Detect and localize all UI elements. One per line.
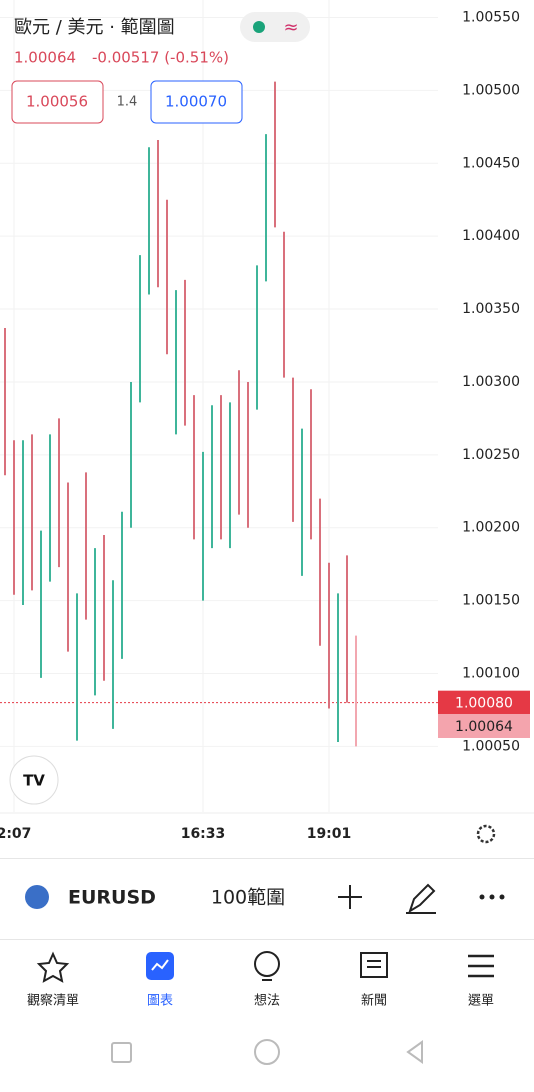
y-tick-label: 1.00350 xyxy=(462,301,520,317)
y-tick-label: 1.00400 xyxy=(462,228,520,244)
nav-label[interactable]: 觀察清單 xyxy=(27,994,79,1009)
chart-icon xyxy=(151,959,169,971)
chart: 1.00550 1.00500 1.00450 1.00400 1.00350 1.003… xyxy=(0,0,534,844)
price-change: -0.00517 (-0.51%) xyxy=(92,49,229,67)
wave-icon: ≈ xyxy=(283,17,298,38)
sell-button[interactable] xyxy=(11,80,104,124)
price-label-box xyxy=(438,713,530,738)
add-icon[interactable] xyxy=(338,885,362,909)
price-label: 1.00080 xyxy=(455,696,513,712)
price-label: 1.00064 xyxy=(455,719,513,735)
settings-icon[interactable] xyxy=(476,824,496,844)
system-graphics xyxy=(111,1039,423,1065)
status-pill[interactable] xyxy=(240,12,310,42)
news-icon xyxy=(360,952,388,978)
draw-icon[interactable] xyxy=(406,883,436,914)
home-button[interactable] xyxy=(254,1039,280,1065)
nav-graphics: 觀察清單 圖表 想法 新聞 選單 xyxy=(27,951,494,1009)
spread: 1.4 xyxy=(117,95,138,110)
y-tick-label: 1.00150 xyxy=(462,593,520,609)
flag-icon xyxy=(25,885,49,909)
toolbar-graphics: EURUSD 100範圍 xyxy=(25,883,505,914)
nav-label[interactable]: 圖表 xyxy=(147,994,173,1009)
y-tick-label: 1.00450 xyxy=(462,155,520,171)
symbol-title: 歐元 / 美元 · 範圍圖 xyxy=(14,17,175,38)
nav-label[interactable]: 想法 xyxy=(254,993,280,1009)
nav-label[interactable]: 選單 xyxy=(468,993,494,1009)
back-button[interactable] xyxy=(406,1040,423,1064)
bid-price[interactable]: 1.00056 xyxy=(26,93,88,111)
interval[interactable]: 100範圍 xyxy=(211,887,285,909)
toolbar: EURUSD 100範圍 xyxy=(0,858,534,940)
bottom-nav: 觀察清單 圖表 想法 新聞 選單 xyxy=(0,940,534,1020)
symbol[interactable]: EURUSD xyxy=(68,887,156,909)
menu-icon xyxy=(468,954,494,978)
logo-button[interactable] xyxy=(9,755,59,805)
x-tick-label: 2:07 xyxy=(0,826,31,842)
nav-label[interactable]: 新聞 xyxy=(361,993,387,1009)
y-tick-label: 1.00250 xyxy=(462,447,520,463)
y-tick-label: 1.00100 xyxy=(462,666,520,682)
ask-price[interactable]: 1.00070 xyxy=(165,93,227,111)
y-tick-label: 1.00500 xyxy=(462,82,520,98)
last-price: 1.00064 xyxy=(14,49,76,67)
x-tick-label: 16:33 xyxy=(181,826,226,842)
y-tick-label: 1.00300 xyxy=(462,374,520,390)
buy-button[interactable] xyxy=(150,80,243,124)
market-status xyxy=(253,21,265,33)
y-tick-label: 1.00050 xyxy=(462,738,520,754)
recent-button[interactable] xyxy=(111,1042,132,1063)
star-icon xyxy=(36,951,70,983)
y-tick-label: 1.00200 xyxy=(462,520,520,536)
x-tick-label: 19:01 xyxy=(307,826,352,842)
y-tick-label: 1.00550 xyxy=(462,9,520,25)
more-icon[interactable] xyxy=(479,894,505,900)
logo: TV xyxy=(23,772,45,790)
price-label-box xyxy=(438,690,530,715)
system-bar xyxy=(0,1020,534,1088)
bulb-icon xyxy=(254,951,280,977)
